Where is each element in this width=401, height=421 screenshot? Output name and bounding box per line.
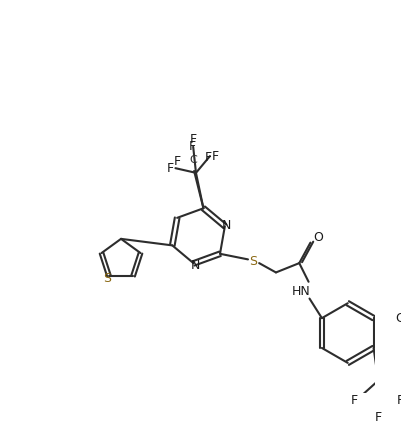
- Text: F: F: [374, 411, 381, 421]
- Text: N: N: [190, 259, 200, 272]
- Text: C: C: [189, 155, 196, 165]
- Text: HN: HN: [291, 285, 310, 298]
- Text: F: F: [188, 140, 195, 153]
- Text: S: S: [103, 272, 111, 285]
- Text: F: F: [166, 162, 173, 175]
- Text: S: S: [249, 255, 257, 268]
- Text: F: F: [211, 149, 219, 163]
- Text: F: F: [204, 152, 211, 165]
- Text: F: F: [350, 394, 356, 407]
- Text: O: O: [312, 232, 322, 245]
- Text: F: F: [396, 394, 401, 407]
- Text: F: F: [189, 133, 196, 146]
- Text: N: N: [221, 219, 231, 232]
- Text: F: F: [173, 155, 180, 168]
- Text: Cl: Cl: [395, 312, 401, 325]
